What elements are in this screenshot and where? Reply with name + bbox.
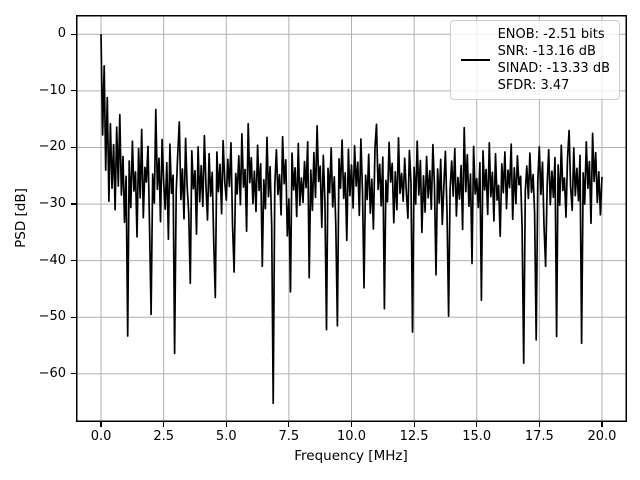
y-tick-label: −50 xyxy=(38,309,66,325)
legend-enob-value: ENOB: -2.51 bits xyxy=(497,27,605,42)
y-tick-mark xyxy=(71,373,76,375)
x-tick-mark xyxy=(413,422,415,427)
x-tick-label: 5.0 xyxy=(215,429,237,444)
x-axis-label: Frequency [MHz] xyxy=(294,448,408,464)
x-tick-label: 20.0 xyxy=(587,429,617,444)
legend-text: ENOB: -2.51 bits SNR: -13.16 dB SINAD: -… xyxy=(498,26,610,94)
x-tick-label: 7.5 xyxy=(278,429,300,444)
x-tick-mark xyxy=(538,422,540,427)
x-tick-mark xyxy=(601,422,603,427)
y-tick-mark xyxy=(71,146,76,149)
legend-line-swatch xyxy=(460,59,490,61)
y-tick-label: −10 xyxy=(38,82,66,98)
y-tick-mark xyxy=(71,260,76,262)
x-tick-mark xyxy=(225,422,227,427)
x-tick-mark xyxy=(350,422,353,427)
x-tick-label: 12.5 xyxy=(399,429,429,444)
x-tick-mark xyxy=(288,422,290,427)
legend-sfdr-value: SFDR: 3.47 xyxy=(497,78,570,93)
legend: ENOB: -2.51 bits SNR: -13.16 dB SINAD: -… xyxy=(449,20,620,100)
y-tick-mark xyxy=(71,316,76,318)
plot-area: ENOB: -2.51 bits SNR: -13.16 dB SINAD: -… xyxy=(76,15,627,422)
y-tick-label: 0 xyxy=(57,26,66,42)
y-tick-mark xyxy=(71,90,76,92)
y-tick-label: −30 xyxy=(38,196,66,212)
x-tick-label: 0.0 xyxy=(90,429,112,444)
x-tick-label: 2.5 xyxy=(153,429,174,444)
y-tick-label: −40 xyxy=(38,252,66,268)
y-tick-mark xyxy=(71,33,76,35)
x-tick-mark xyxy=(100,422,102,427)
x-tick-mark xyxy=(476,422,478,427)
plot-canvas xyxy=(76,15,627,422)
x-tick-label: 15.0 xyxy=(462,429,492,444)
y-tick-mark xyxy=(71,203,76,205)
psd-trace xyxy=(100,34,603,405)
x-tick-label: 10.0 xyxy=(337,429,366,444)
x-tick-label: 17.5 xyxy=(524,429,554,444)
legend-snr-value: SNR: -13.16 dB xyxy=(497,44,596,59)
axes-frame xyxy=(76,15,627,422)
x-tick-mark xyxy=(163,422,165,427)
y-tick-label: −20 xyxy=(38,139,66,155)
y-tick-label: −60 xyxy=(38,365,66,381)
legend-sinad-value: SINAD: -13.33 dB xyxy=(497,61,610,76)
